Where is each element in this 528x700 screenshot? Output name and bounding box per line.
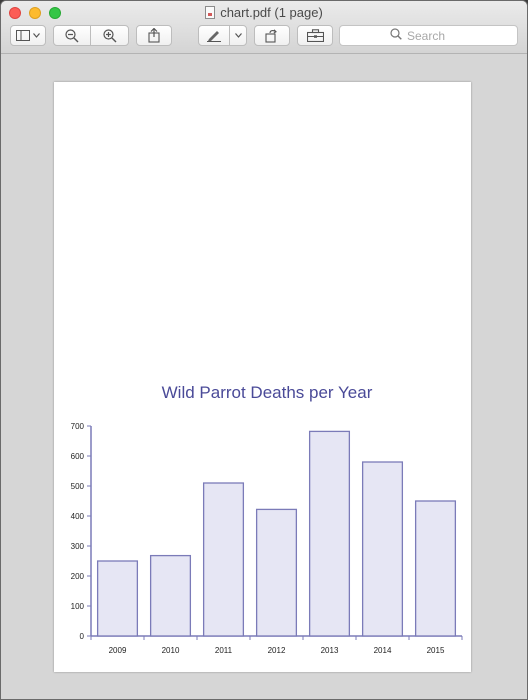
y-tick-label: 700 (71, 422, 85, 431)
document-title-text: chart.pdf (1 page) (220, 5, 323, 20)
y-tick-label: 600 (71, 452, 85, 461)
rotate-button[interactable] (254, 25, 290, 46)
x-tick-label: 2011 (215, 646, 233, 655)
x-tick-label: 2012 (268, 646, 286, 655)
toolbox-button[interactable] (297, 25, 333, 46)
zoom-out-icon (65, 28, 79, 43)
y-tick-label: 300 (71, 542, 85, 551)
pdf-document-icon (205, 6, 216, 19)
x-tick-label: 2009 (109, 646, 127, 655)
bar-2010 (149, 554, 192, 637)
bar-2013 (308, 430, 351, 637)
minimize-window-button[interactable] (29, 7, 41, 19)
zoom-in-icon (102, 28, 117, 43)
bar-2012 (255, 508, 298, 637)
x-axis: 2009 2010 2011 2012 2013 2014 2015 (90, 635, 463, 655)
sidebar-icon (16, 30, 30, 41)
y-tick-label: 500 (71, 482, 85, 491)
sidebar-view-button[interactable] (10, 25, 46, 46)
zoom-out-button[interactable] (53, 25, 91, 46)
x-tick-label: 2014 (374, 646, 392, 655)
toolbox-icon (306, 29, 324, 42)
document-viewer[interactable]: Wild Parrot Deaths per Year 0 100 200 300 40… (1, 54, 527, 699)
bar-2015 (414, 500, 457, 637)
y-tick-label: 200 (71, 572, 85, 581)
bar-2011 (202, 482, 245, 637)
share-button[interactable] (136, 25, 172, 46)
chevron-down-icon (234, 33, 242, 38)
markup-menu-button[interactable] (229, 25, 247, 46)
search-field[interactable] (339, 25, 518, 46)
search-input[interactable] (407, 28, 467, 43)
pdf-page: Wild Parrot Deaths per Year 0 100 200 300 40… (54, 82, 471, 672)
rotate-icon (264, 28, 280, 43)
zoom-in-button[interactable] (90, 25, 129, 46)
markup-button[interactable] (198, 25, 230, 46)
chart-title: Wild Parrot Deaths per Year (162, 383, 373, 402)
bar-chart: Wild Parrot Deaths per Year 0 100 200 300 40… (71, 383, 463, 655)
document-title: chart.pdf (1 page) (1, 5, 527, 21)
search-icon (390, 27, 402, 45)
title-bar: chart.pdf (1 page) (1, 1, 527, 54)
close-window-button[interactable] (9, 7, 21, 19)
zoom-window-button[interactable] (49, 7, 61, 19)
y-tick-label: 100 (71, 602, 85, 611)
x-tick-label: 2013 (321, 646, 339, 655)
x-tick-label: 2010 (162, 646, 180, 655)
bar-2014 (361, 461, 404, 637)
bar-2009 (96, 560, 139, 637)
chevron-down-icon (33, 33, 40, 38)
pen-icon (206, 30, 222, 42)
y-axis: 0 100 200 300 400 500 600 700 (71, 422, 92, 641)
share-icon (148, 28, 160, 43)
bars (96, 430, 457, 637)
x-tick-label: 2015 (427, 646, 445, 655)
y-tick-label: 0 (80, 632, 85, 641)
y-tick-label: 400 (71, 512, 85, 521)
